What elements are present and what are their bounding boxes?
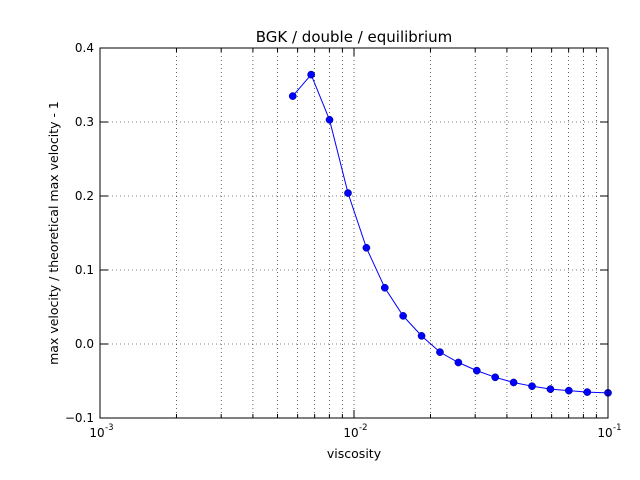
data-point [399, 312, 407, 320]
data-point [325, 115, 334, 124]
ticks: 10 -3 10 -2 10 -1−0.10.00.10.20.30.4 [65, 41, 622, 440]
data-point [491, 373, 500, 382]
x-tick-label: 10 -3 [89, 423, 113, 440]
data-point [546, 385, 555, 393]
x-tick-exponent: -3 [105, 423, 113, 433]
y-tick-label: 0.4 [75, 41, 94, 55]
x-axis-label: viscosity [327, 446, 382, 461]
data-point [528, 382, 536, 391]
data-point [344, 189, 352, 197]
x-tick-base: 10 [89, 426, 104, 440]
x-tick-label: 10 -1 [597, 423, 621, 440]
data-point [362, 243, 371, 252]
data-point [380, 283, 389, 292]
chart-title: BGK / double / equilibrium [256, 28, 453, 46]
y-tick-label: 0.0 [75, 337, 94, 351]
data-point [417, 332, 426, 340]
x-tick-exponent: -1 [613, 423, 621, 433]
data-point [454, 358, 463, 367]
data-point [564, 386, 573, 395]
y-tick-label: 0.3 [75, 115, 94, 129]
x-tick-base: 10 [597, 426, 612, 440]
data-point [307, 70, 315, 79]
x-tick-base: 10 [343, 426, 358, 440]
x-tick-label: 10 -2 [343, 423, 367, 440]
data-point [436, 348, 444, 356]
grid [99, 48, 609, 418]
y-tick-label: 0.2 [75, 189, 94, 203]
data-point [472, 366, 481, 375]
data-point [583, 388, 592, 396]
y-tick-label: −0.1 [65, 411, 94, 425]
data-point [288, 92, 297, 100]
data-series [288, 70, 612, 397]
data-point [509, 378, 518, 387]
y-axis-label: max velocity / theoretical max velocity … [46, 101, 61, 365]
x-tick-exponent: -2 [359, 423, 367, 433]
y-tick-label: 0.1 [75, 263, 94, 277]
